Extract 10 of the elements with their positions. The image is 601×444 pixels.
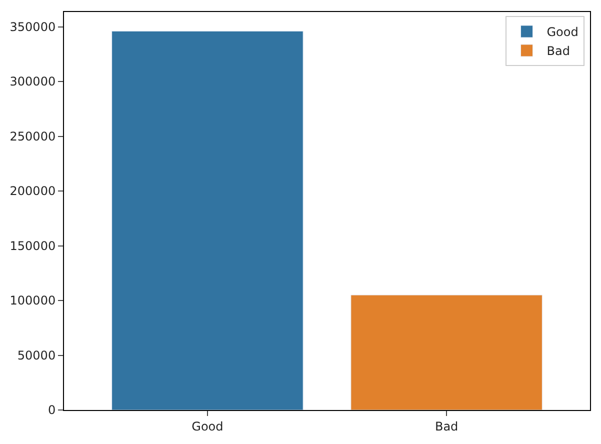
legend-label: Good	[546, 25, 578, 40]
y-tick-label: 200000	[10, 184, 56, 198]
y-tick-label: 150000	[10, 238, 56, 253]
legend-label: Bad	[546, 44, 570, 58]
y-tick-label: 50000	[17, 348, 56, 362]
y-tick-label: 0	[48, 403, 56, 418]
y-tick-label: 300000	[10, 74, 56, 89]
y-tick-label: 100000	[10, 294, 56, 308]
y-tick-label: 250000	[10, 129, 56, 144]
y-tick-label: 350000	[10, 20, 56, 34]
